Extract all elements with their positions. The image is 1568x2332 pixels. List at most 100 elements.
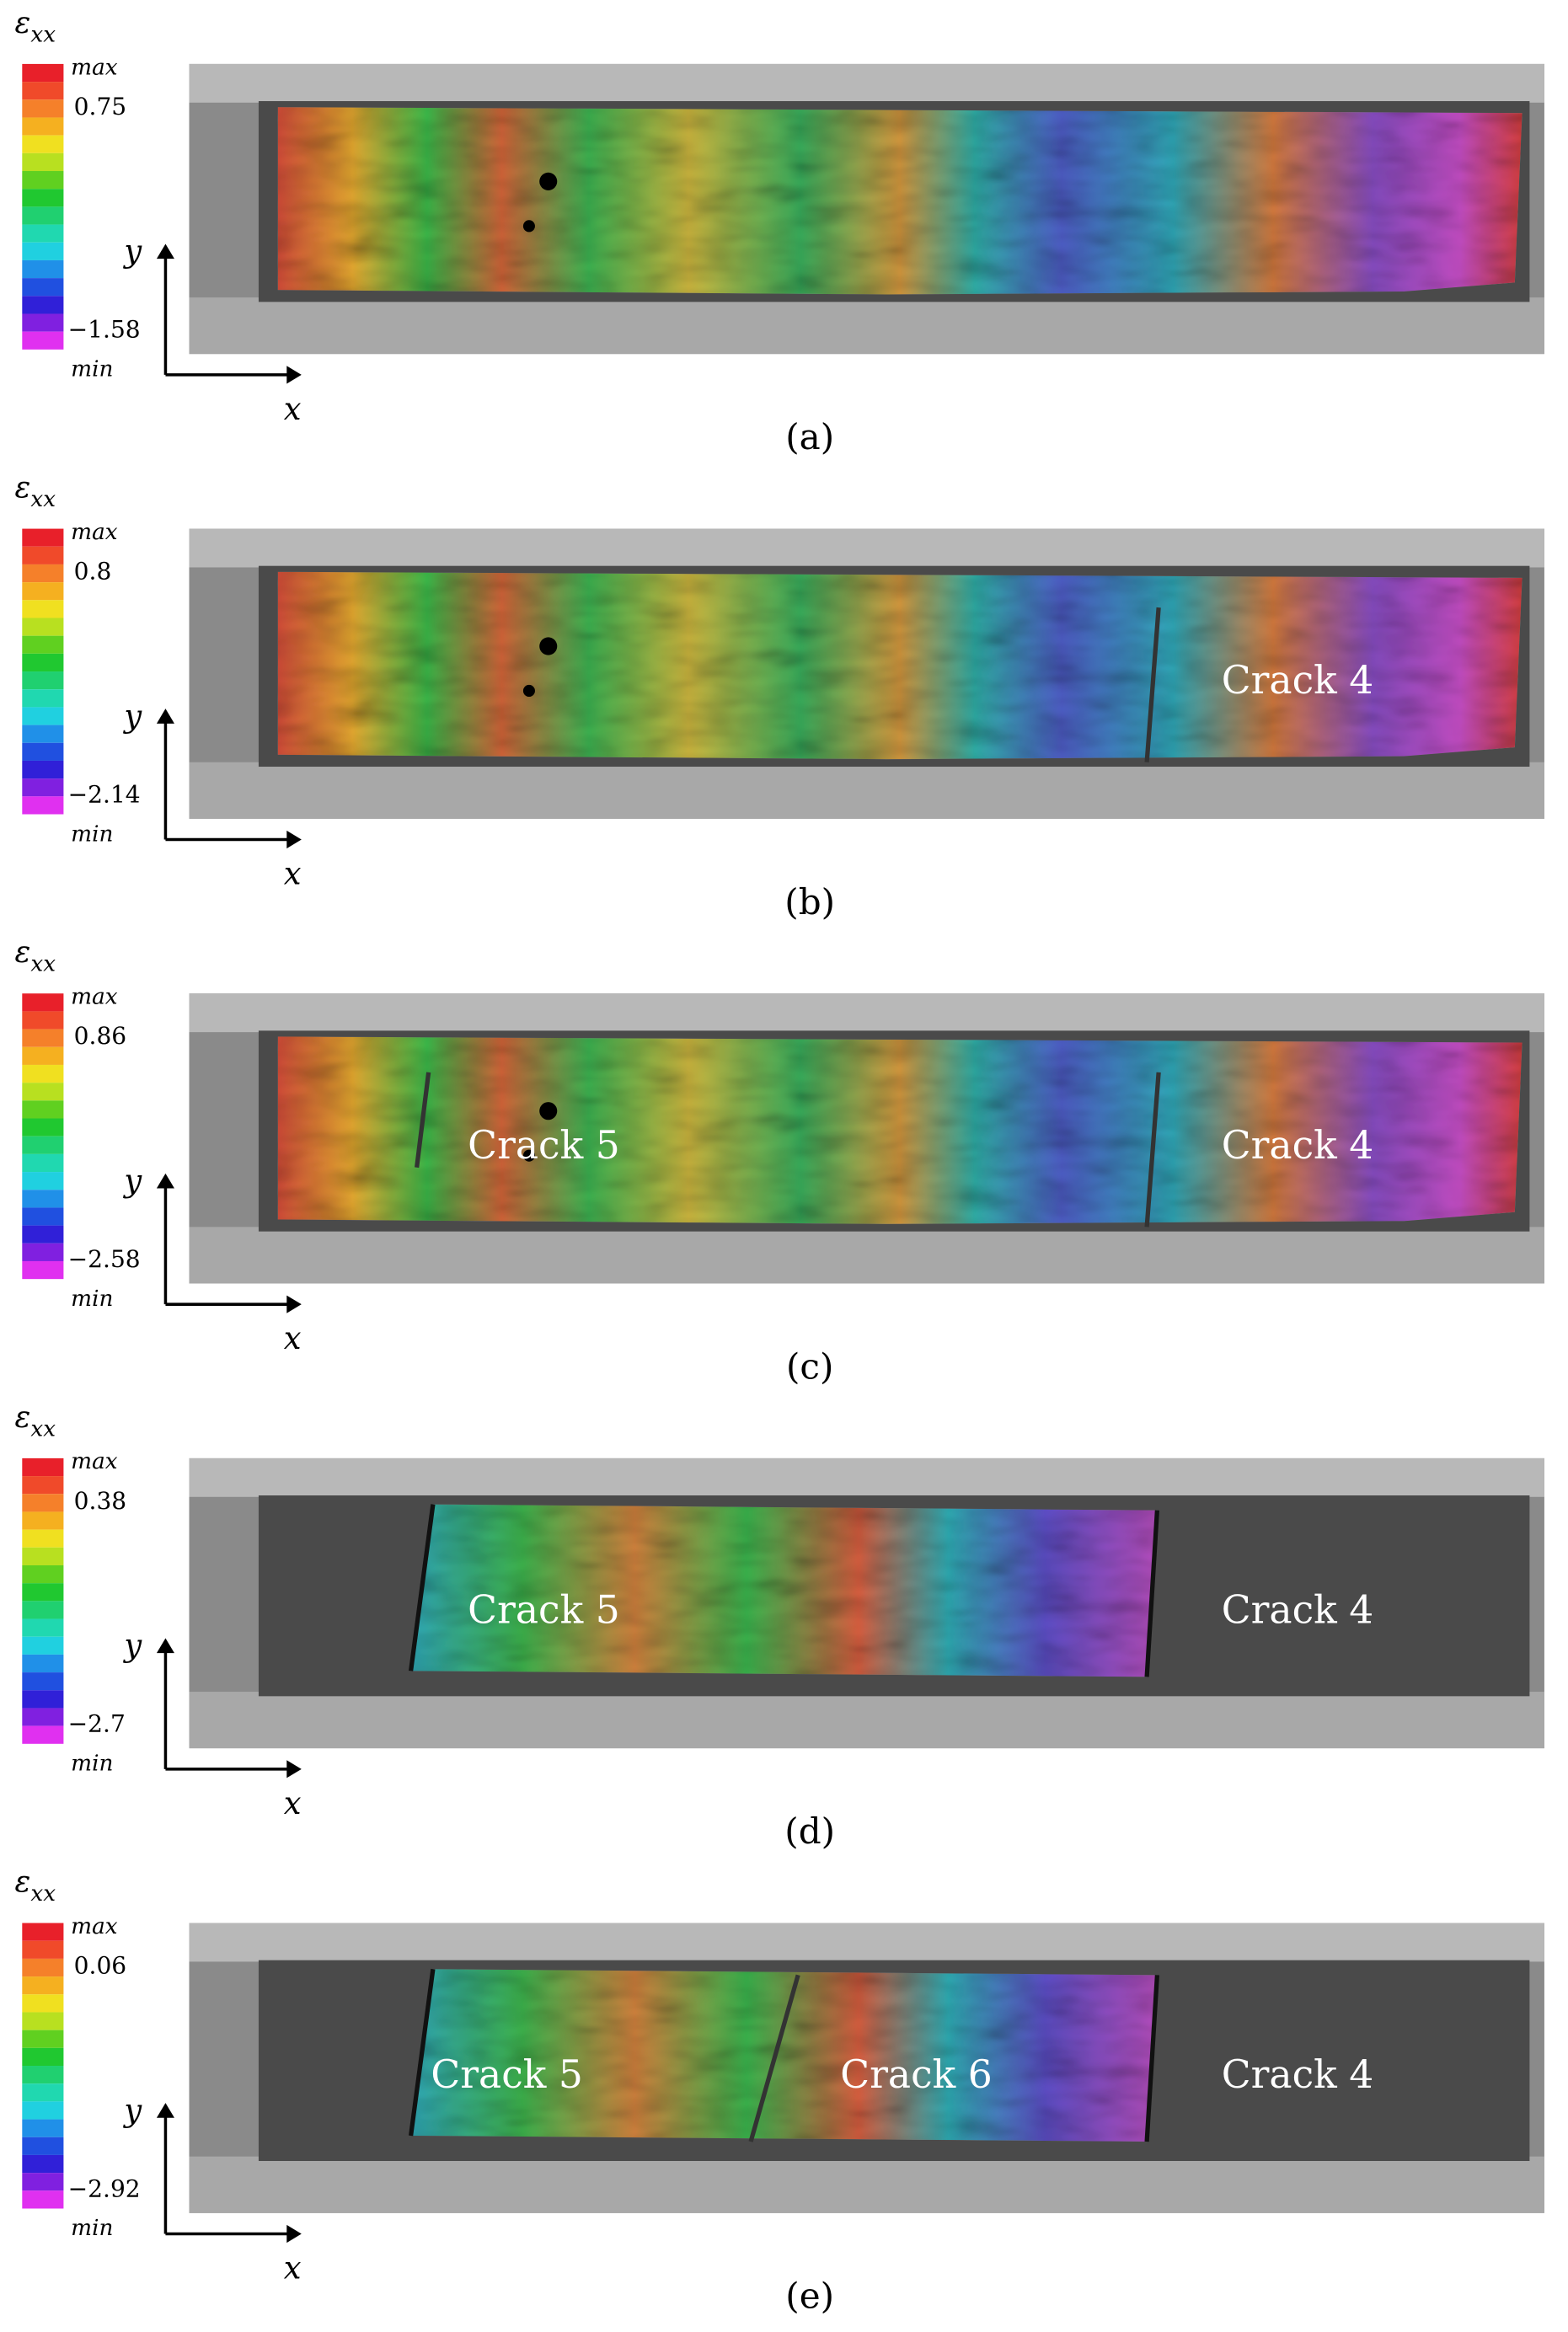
- colorbar-min: min: [71, 1286, 113, 1312]
- crack-line: [748, 1974, 800, 2142]
- colorbar-band: [22, 1511, 64, 1530]
- colorbar-upper: 0.75: [74, 93, 126, 120]
- colorbar-band: [22, 313, 64, 332]
- symbol: ε: [15, 6, 31, 40]
- marker-dot: [539, 172, 558, 190]
- colorbar-lower: −2.14: [68, 780, 141, 808]
- colorbar-band: [22, 742, 64, 761]
- colorbar-band: [22, 224, 64, 243]
- colorbar-max: max: [71, 55, 118, 80]
- colorbar-title: εxx: [15, 1400, 56, 1442]
- colorbar-band: [22, 2173, 64, 2191]
- photo-bottom-rail: [189, 762, 1544, 819]
- colorbar-band: [22, 117, 64, 136]
- crack-line: [1144, 1510, 1160, 1677]
- symbol: ε: [15, 470, 31, 505]
- colorbar-lower: −2.92: [68, 2174, 141, 2202]
- y-axis-label: y: [122, 1628, 142, 1664]
- arrow-head: [156, 709, 174, 724]
- marker-dot: [539, 1102, 558, 1121]
- colorbar-upper: 0.8: [74, 558, 112, 586]
- colorbar-band: [22, 618, 64, 636]
- colorbar-upper: 0.86: [74, 1022, 126, 1050]
- colorbar-max: max: [71, 985, 118, 1010]
- colorbar-band: [22, 171, 64, 190]
- crack-label: Crack 4: [1222, 658, 1374, 703]
- caption: (b): [784, 881, 835, 923]
- colorbar-band: [22, 2119, 64, 2137]
- arrow-head: [156, 1173, 174, 1189]
- caption: (a): [785, 416, 834, 457]
- colorbar-band: [22, 2066, 64, 2084]
- crack-line: [409, 1968, 436, 2137]
- colorbar-band: [22, 1994, 64, 2013]
- crack-line: [415, 1072, 431, 1169]
- colorbar-band: [22, 1690, 64, 1709]
- colorbar-band: [22, 1958, 64, 1977]
- x-axis-label: x: [284, 855, 302, 891]
- colorbar-band: [22, 1583, 64, 1602]
- colorbar-band: [22, 206, 64, 225]
- crack-label: Crack 5: [431, 2052, 583, 2097]
- colorbar-band: [22, 2047, 64, 2067]
- colorbar-band: [22, 1976, 64, 1995]
- colorbar-band: [22, 671, 64, 690]
- colorbar-band: [22, 1708, 64, 1726]
- marker-dot: [522, 684, 535, 698]
- colorbar-band: [22, 760, 64, 779]
- colorbar-band: [22, 689, 64, 708]
- colorbar-band: [22, 2083, 64, 2102]
- colorbar-band: [22, 1923, 64, 1941]
- colorbar-band: [22, 1529, 64, 1548]
- crack-line: [1144, 1072, 1161, 1228]
- arrow-head: [286, 1295, 302, 1313]
- colorbar-upper: 0.38: [74, 1487, 126, 1515]
- colorbar-band: [22, 2190, 64, 2209]
- crack-label: Crack 6: [840, 2052, 993, 2097]
- colorbar-band: [22, 1601, 64, 1619]
- colorbar-title: εxx: [15, 470, 56, 512]
- x-axis-label: x: [284, 2249, 302, 2286]
- crack-line: [1144, 607, 1161, 762]
- colorbar-band: [22, 1083, 64, 1101]
- strain-field: [277, 107, 1523, 295]
- subscript: xx: [30, 1416, 56, 1441]
- colorbar-band: [22, 278, 64, 297]
- x-axis-label: x: [284, 1320, 302, 1356]
- colorbar-title: εxx: [15, 1864, 56, 1907]
- colorbar-band: [22, 1476, 64, 1495]
- colorbar-upper: 0.06: [74, 1951, 126, 1979]
- photo-bottom-rail: [189, 297, 1544, 355]
- arrow-head: [156, 243, 174, 259]
- y-axis-label: y: [122, 2092, 142, 2128]
- colorbar-band: [22, 653, 64, 672]
- colorbar-band: [22, 1654, 64, 1673]
- colorbar-band: [22, 331, 64, 350]
- colorbar-band: [22, 1260, 64, 1280]
- y-axis-label: y: [122, 233, 142, 270]
- arrow-head: [286, 830, 302, 849]
- photo-top-rail: [189, 528, 1544, 568]
- colorbar-band: [22, 600, 64, 618]
- colorbar-band: [22, 1940, 64, 1959]
- photo-top-rail: [189, 1458, 1544, 1497]
- photo-bottom-rail: [189, 1692, 1544, 1749]
- colorbar-band: [22, 1207, 64, 1226]
- colorbar-band: [22, 63, 64, 83]
- colorbar-band: [22, 1100, 64, 1119]
- colorbar-band: [22, 2030, 64, 2048]
- colorbar-band: [22, 1046, 64, 1065]
- colorbar-band: [22, 296, 64, 314]
- colorbar-band: [22, 778, 64, 797]
- colorbar-band: [22, 242, 64, 260]
- photo-top-rail: [189, 993, 1544, 1033]
- colorbar-band: [22, 1136, 64, 1154]
- colorbar-band: [22, 993, 64, 1012]
- colorbar-min: min: [71, 821, 113, 847]
- colorbar-band: [22, 1153, 64, 1173]
- colorbar-band: [22, 135, 64, 153]
- y-axis-label: y: [122, 1163, 142, 1199]
- colorbar-title: εxx: [15, 935, 56, 977]
